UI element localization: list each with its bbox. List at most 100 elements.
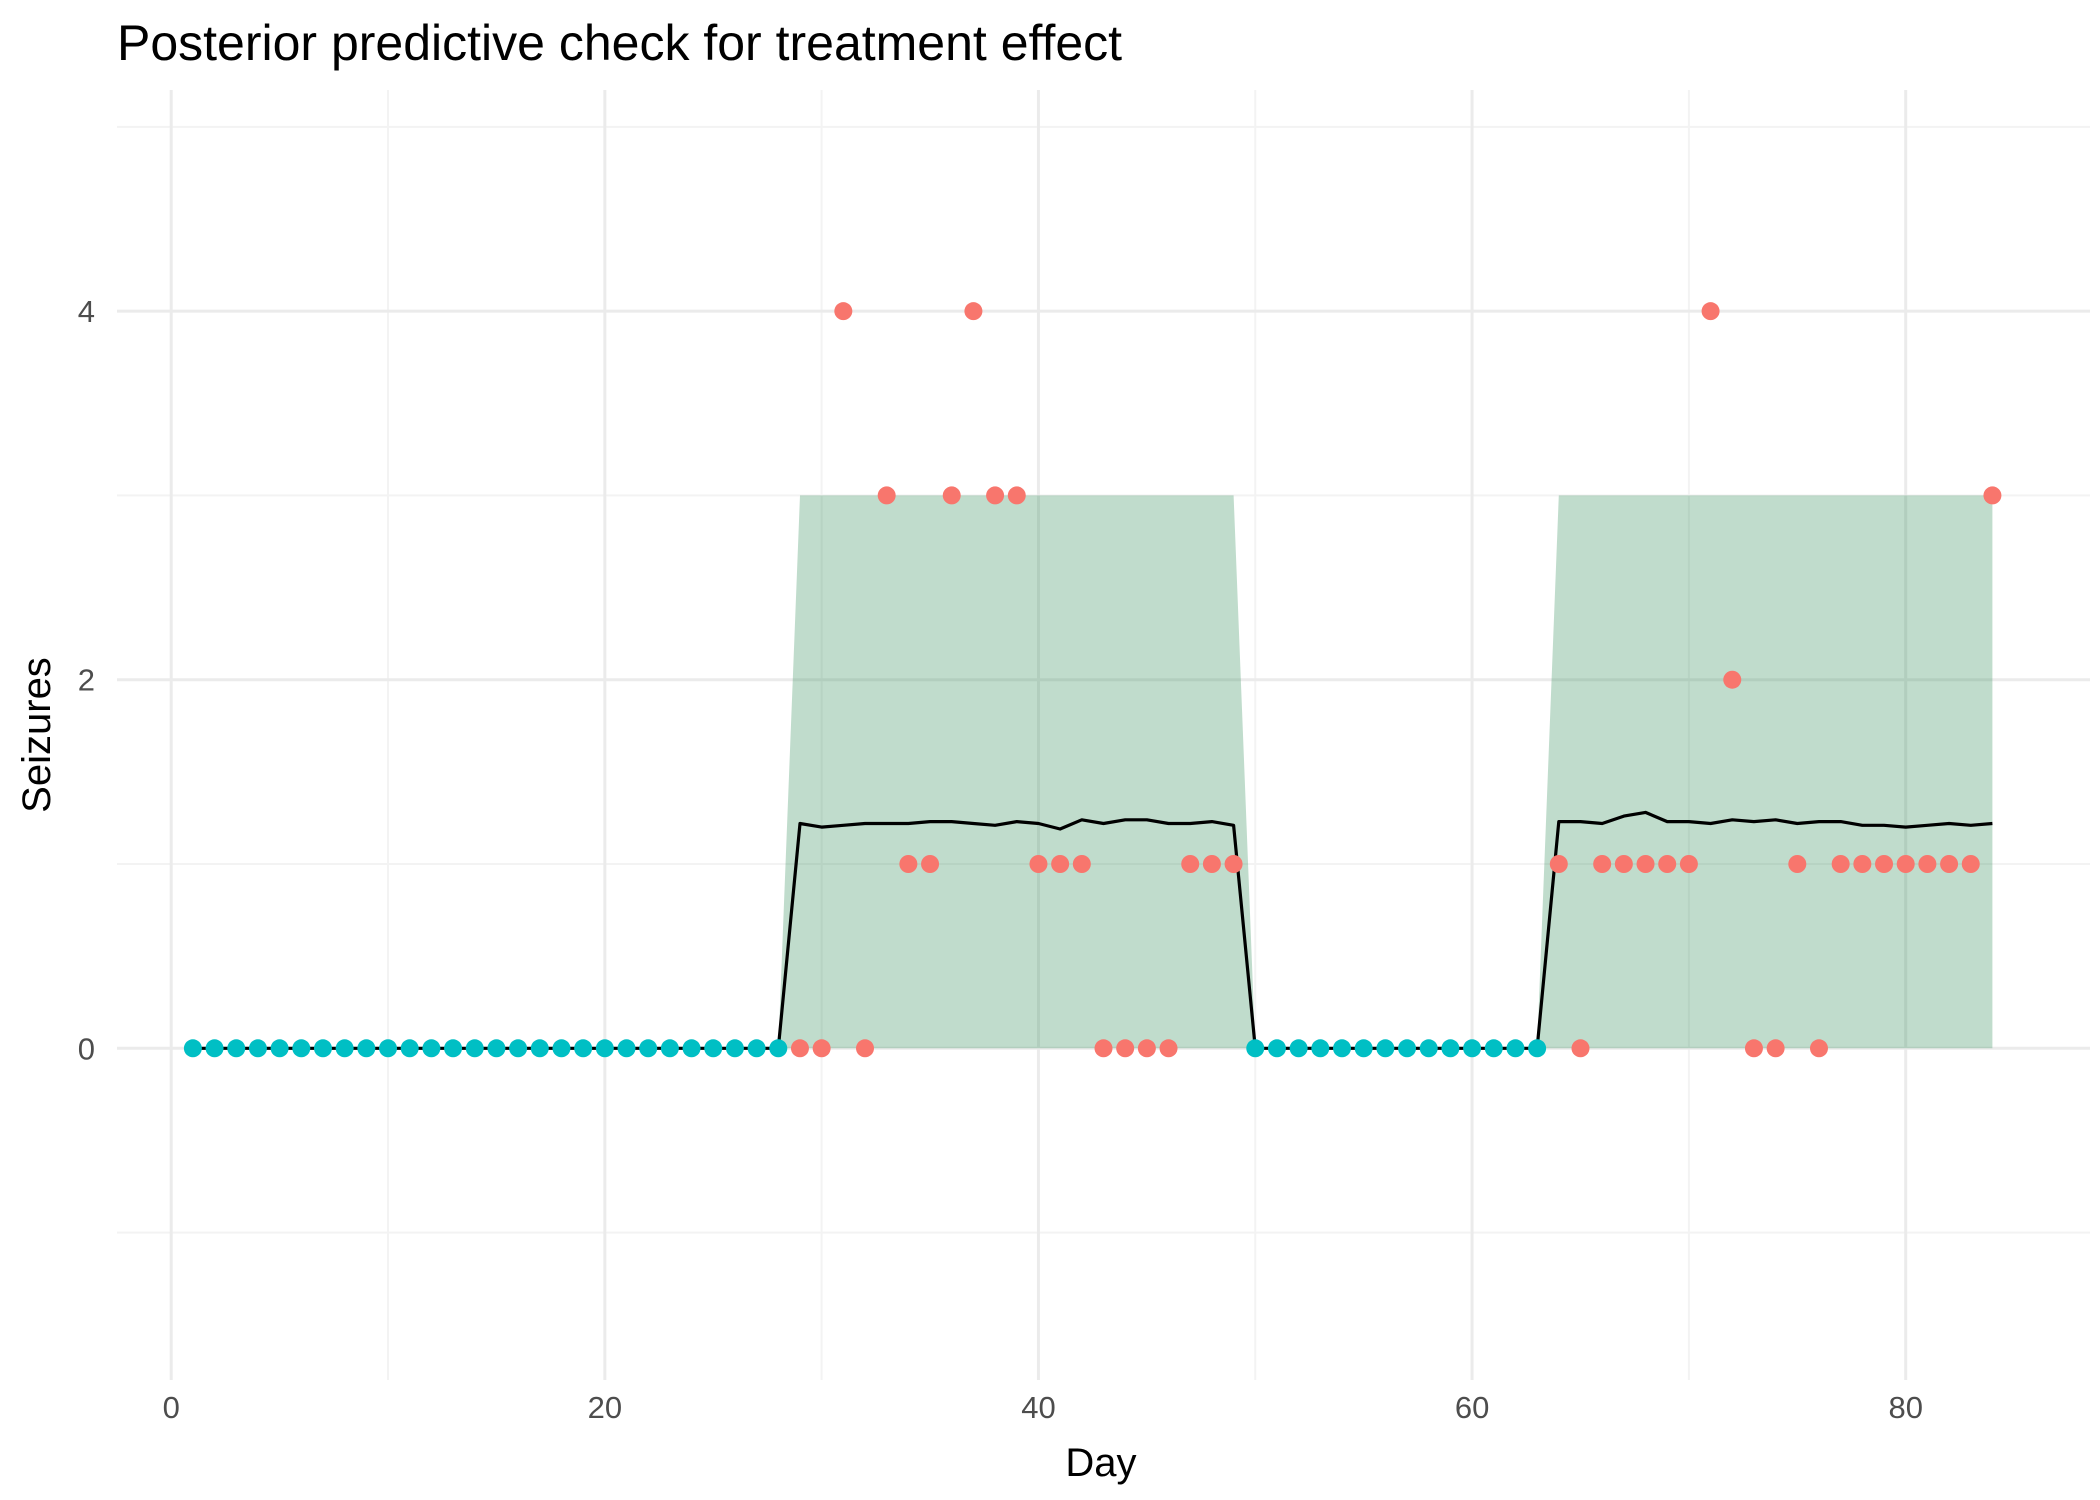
treatment-point <box>1094 1039 1113 1058</box>
x-tick-label: 80 <box>1888 1390 1922 1425</box>
control-point <box>227 1039 246 1058</box>
treatment-point <box>856 1039 875 1058</box>
treatment-point <box>1788 855 1807 873</box>
control-point <box>747 1039 766 1058</box>
y-tick-label: 4 <box>78 294 95 329</box>
treatment-point <box>1744 1039 1763 1058</box>
control-point <box>595 1039 614 1058</box>
control-point <box>422 1039 441 1058</box>
treatment-point <box>1701 302 1720 321</box>
control-point <box>1398 1039 1417 1058</box>
x-axis-label: Day <box>1065 1441 1136 1485</box>
chart-title: Posterior predictive check for treatment… <box>117 15 1122 71</box>
control-point <box>530 1039 549 1058</box>
y-tick-label: 2 <box>78 663 95 698</box>
y-tick-label: 0 <box>78 1031 95 1066</box>
treatment-point <box>1961 855 1980 873</box>
treatment-point <box>1636 855 1655 873</box>
control-point <box>205 1039 224 1058</box>
control-point <box>444 1039 463 1058</box>
treatment-point <box>1723 670 1742 689</box>
control-point <box>400 1039 419 1058</box>
y-axis-label: Seizures <box>15 657 59 813</box>
treatment-point <box>1159 1039 1178 1058</box>
control-point <box>552 1039 571 1058</box>
control-point <box>617 1039 636 1058</box>
control-point <box>574 1039 593 1058</box>
treatment-point <box>1809 1039 1828 1058</box>
treatment-point <box>921 855 940 873</box>
treatment-point <box>1679 855 1698 873</box>
x-tick-label: 40 <box>1021 1390 1055 1425</box>
treatment-point <box>1571 1039 1590 1058</box>
posterior-mean-line <box>192 810 1993 1050</box>
treatment-point <box>899 855 918 873</box>
treatment-point <box>1202 855 1221 873</box>
treatment-point <box>1224 855 1243 873</box>
control-point <box>1484 1039 1503 1058</box>
treatment-point <box>1983 486 2002 505</box>
treatment-point <box>1181 855 1200 873</box>
control-point <box>1311 1039 1330 1058</box>
control-point <box>1246 1039 1265 1058</box>
control-point <box>292 1039 311 1058</box>
control-point <box>1419 1039 1438 1058</box>
control-point <box>1463 1039 1482 1058</box>
control-point <box>725 1039 744 1058</box>
control-point <box>1506 1039 1525 1058</box>
control-point <box>1267 1039 1286 1058</box>
treatment-point <box>1940 855 1959 873</box>
treatment-point <box>877 486 896 505</box>
interval-band-layer <box>192 495 1993 1049</box>
treatment-point <box>1766 1039 1785 1058</box>
control-point <box>379 1039 398 1058</box>
treatment-point <box>1896 855 1915 873</box>
posterior-interval-band <box>192 495 1993 1049</box>
control-point <box>769 1039 788 1058</box>
treatment-point <box>834 302 853 321</box>
control-point <box>313 1039 332 1058</box>
x-tick-label: 0 <box>163 1390 180 1425</box>
mean-line-layer <box>192 810 1993 1050</box>
control-point <box>1289 1039 1308 1058</box>
control-point <box>183 1039 202 1058</box>
treatment-point <box>1072 855 1091 873</box>
control-point <box>704 1039 723 1058</box>
control-point <box>335 1039 354 1058</box>
control-point <box>487 1039 506 1058</box>
treatment-point <box>1875 855 1894 873</box>
control-point <box>1376 1039 1395 1058</box>
control-point <box>1354 1039 1373 1058</box>
treatment-point <box>1658 855 1677 873</box>
control-point <box>509 1039 528 1058</box>
treatment-point <box>790 1039 809 1058</box>
treatment-point <box>1853 855 1872 873</box>
treatment-point <box>812 1039 831 1058</box>
tick-labels: 0 20 40 60 80 0 2 4 <box>78 294 1923 1425</box>
control-point <box>465 1039 484 1058</box>
control-point <box>1441 1039 1460 1058</box>
control-point <box>660 1039 679 1058</box>
treatment-point <box>964 302 983 321</box>
treatment-point <box>942 486 961 505</box>
control-point <box>682 1039 701 1058</box>
treatment-point <box>1051 855 1070 873</box>
treatment-point <box>1831 855 1850 873</box>
control-point <box>1528 1039 1547 1058</box>
treatment-point <box>1549 855 1568 873</box>
points-layer <box>183 302 2002 1058</box>
treatment-point <box>1137 1039 1156 1058</box>
treatment-point <box>1614 855 1633 873</box>
control-point <box>248 1039 267 1058</box>
treatment-point <box>1029 855 1048 873</box>
treatment-point <box>1593 855 1612 873</box>
x-tick-label: 20 <box>588 1390 622 1425</box>
control-point <box>270 1039 289 1058</box>
control-point <box>1332 1039 1351 1058</box>
x-tick-label: 60 <box>1455 1390 1489 1425</box>
treatment-point <box>986 486 1005 505</box>
treatment-point <box>1007 486 1026 505</box>
treatment-point <box>1918 855 1937 873</box>
treatment-point <box>1116 1039 1135 1058</box>
